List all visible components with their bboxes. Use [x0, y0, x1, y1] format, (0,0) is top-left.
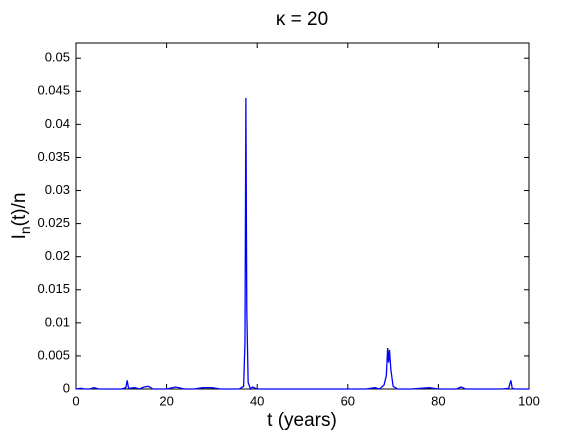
- y-tick-label: 0.05: [45, 50, 70, 65]
- y-label-sub: n: [17, 226, 33, 234]
- x-tick-label: 60: [341, 393, 355, 408]
- x-tick-label: 80: [431, 393, 445, 408]
- y-axis-label: In(t)/n: [9, 193, 33, 240]
- y-label-rest: (t)/n: [9, 193, 30, 227]
- x-axis-label: t (years): [267, 410, 337, 431]
- chart-title: κ = 20: [276, 9, 328, 30]
- y-tick-label: 0.045: [37, 83, 70, 98]
- y-tick-label: 0.02: [45, 248, 70, 263]
- plot-frame: [75, 42, 530, 390]
- x-tick-label: 20: [159, 393, 173, 408]
- y-tick-label: 0.025: [37, 215, 70, 230]
- y-tick-label: 0.04: [45, 116, 70, 131]
- y-tick-label: 0: [63, 380, 70, 395]
- y-tick-label: 0.01: [45, 314, 70, 329]
- y-tick-label: 0.005: [37, 347, 70, 362]
- y-label-main: I: [9, 234, 30, 239]
- data-line: [75, 97, 529, 391]
- y-tick-label: 0.03: [45, 182, 70, 197]
- x-tick-label: 0: [72, 393, 79, 408]
- x-tick-label: 40: [250, 393, 264, 408]
- y-tick-label: 0.015: [37, 281, 70, 296]
- y-tick-label: 0.035: [37, 149, 70, 164]
- x-tick-label: 100: [518, 393, 540, 408]
